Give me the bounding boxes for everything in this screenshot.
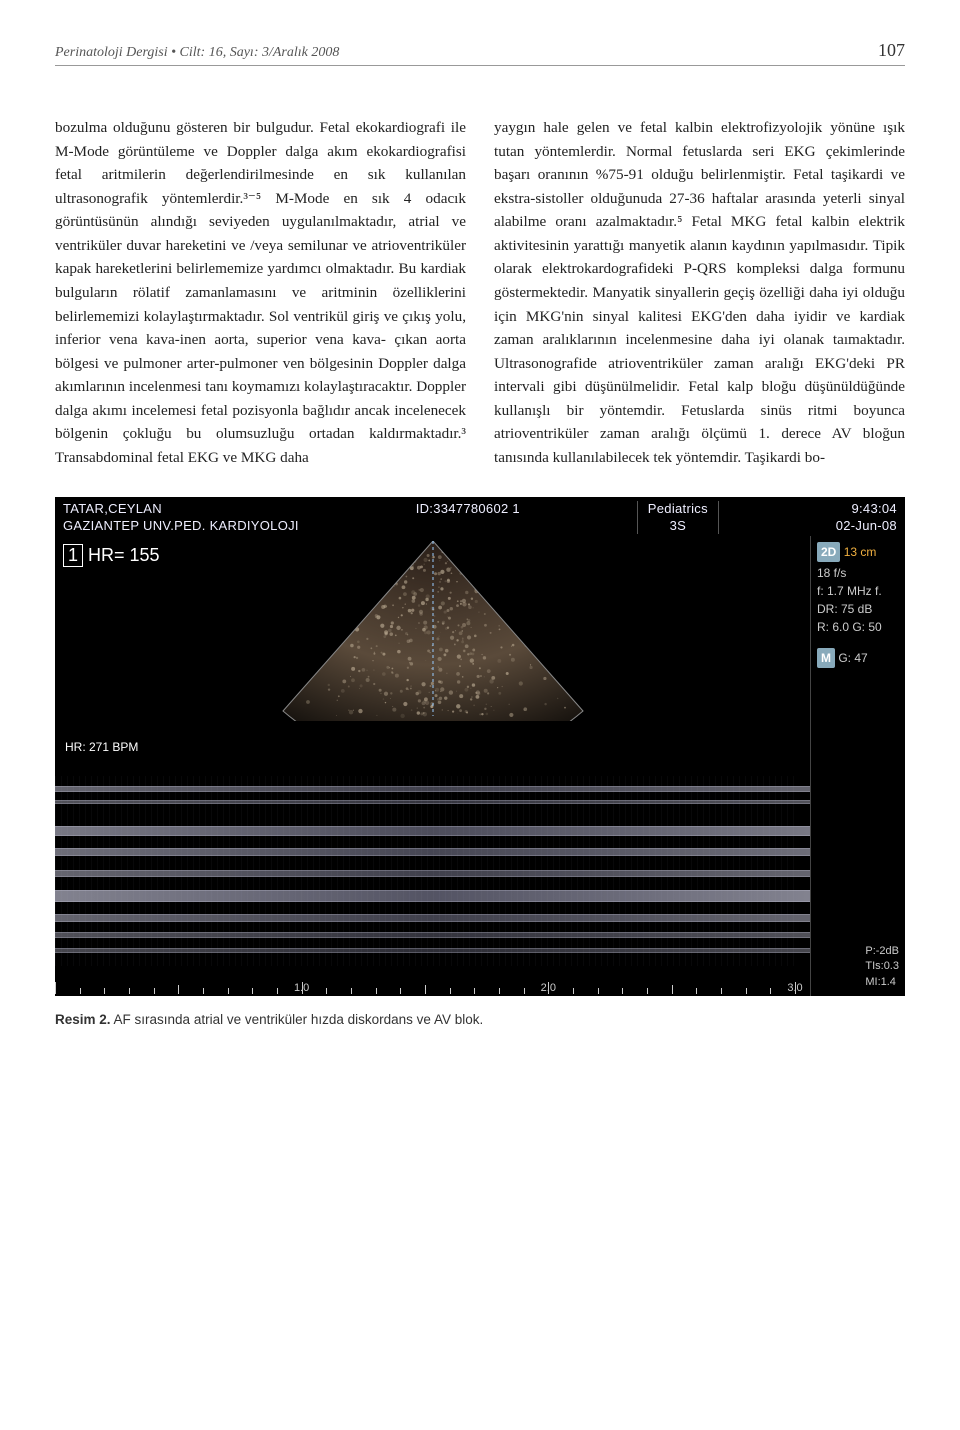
running-head: Perinatoloji Dergisi • Cilt: 16, Sayı: 3… (55, 40, 905, 66)
ultrasound-sidebar: 2D 13 cm 18 f/s f: 1.7 MHz f. DR: 75 dB … (810, 536, 905, 996)
ultrasound-frame: TATAR,CEYLAN GAZIANTEP UNV.PED. KARDIYOL… (55, 497, 905, 996)
caption-text: AF sırasında atrial ve ventriküler hızda… (111, 1012, 484, 1027)
page-number: 107 (878, 40, 905, 61)
scan-date: 02-Jun-08 (836, 518, 897, 534)
hr-value: HR= 155 (88, 545, 160, 565)
ultrasound-main: 1HR= 155 (55, 536, 810, 996)
sidebar-bottom-0: P:-2dB (865, 944, 899, 959)
sidebar-bottom-1: TIs:0.3 (865, 959, 899, 974)
column-right: yaygın hale gelen ve fetal kalbin elektr… (494, 116, 905, 469)
time-ruler: 1.02.03.0 (55, 978, 715, 996)
ultrasound-body: 1HR= 155 (55, 536, 905, 996)
sidebar-2d-line-0: 13 cm (844, 545, 877, 559)
sector-svg (273, 541, 593, 721)
patient-id: ID:3347780602 1 (416, 501, 520, 516)
sidebar-m-line-0: G: 47 (838, 651, 867, 665)
mmode-region: HR: 271 BPM (55, 736, 810, 966)
journal-title: Perinatoloji Dergisi • Cilt: 16, Sayı: 3… (55, 45, 339, 61)
figure-caption: Resim 2. AF sırasında atrial ve ventrikü… (55, 1012, 905, 1027)
us-header-center: ID:3347780602 1 (416, 501, 520, 534)
hr-badge-number: 1 (63, 544, 83, 567)
sidebar-2d-header: 2D (817, 542, 840, 562)
sidebar-2d-line-3: DR: 75 dB (817, 600, 899, 618)
scan-time: 9:43:04 (836, 501, 897, 517)
preset-top: Pediatrics (648, 501, 708, 517)
figure-2: TATAR,CEYLAN GAZIANTEP UNV.PED. KARDIYOL… (55, 497, 905, 1027)
sidebar-bottom-2: MI:1.4 (865, 975, 899, 990)
patient-name: TATAR,CEYLAN (63, 501, 299, 517)
ultrasound-header: TATAR,CEYLAN GAZIANTEP UNV.PED. KARDIYOL… (55, 497, 905, 536)
sidebar-bottom: P:-2dB TIs:0.3 MI:1.4 (865, 944, 899, 990)
ultrasound-sector (273, 541, 593, 721)
hr-badge: 1HR= 155 (63, 544, 160, 567)
sidebar-2d-section: 2D 13 cm 18 f/s f: 1.7 MHz f. DR: 75 dB … (817, 540, 899, 636)
us-header-right: 9:43:04 02-Jun-08 (836, 501, 897, 534)
sidebar-2d-line-1: 18 f/s (817, 564, 899, 582)
body-columns: bozulma olduğunu gösteren bir bulgudur. … (55, 116, 905, 469)
preset-sub: 3S (648, 518, 708, 534)
us-header-preset: Pediatrics 3S (637, 501, 719, 534)
sidebar-2d-line-4: R: 6.0 G: 50 (817, 618, 899, 636)
caption-label: Resim 2. (55, 1012, 111, 1027)
sidebar-2d-line-2: f: 1.7 MHz f. (817, 582, 899, 600)
mmode-hr-label: HR: 271 BPM (65, 740, 138, 754)
sidebar-m-header: M (817, 648, 835, 668)
us-header-left: TATAR,CEYLAN GAZIANTEP UNV.PED. KARDIYOL… (63, 501, 299, 534)
column-left: bozulma olduğunu gösteren bir bulgudur. … (55, 116, 466, 469)
institution: GAZIANTEP UNV.PED. KARDIYOLOJI (63, 518, 299, 534)
sidebar-m-section: M G: 47 (817, 646, 899, 670)
